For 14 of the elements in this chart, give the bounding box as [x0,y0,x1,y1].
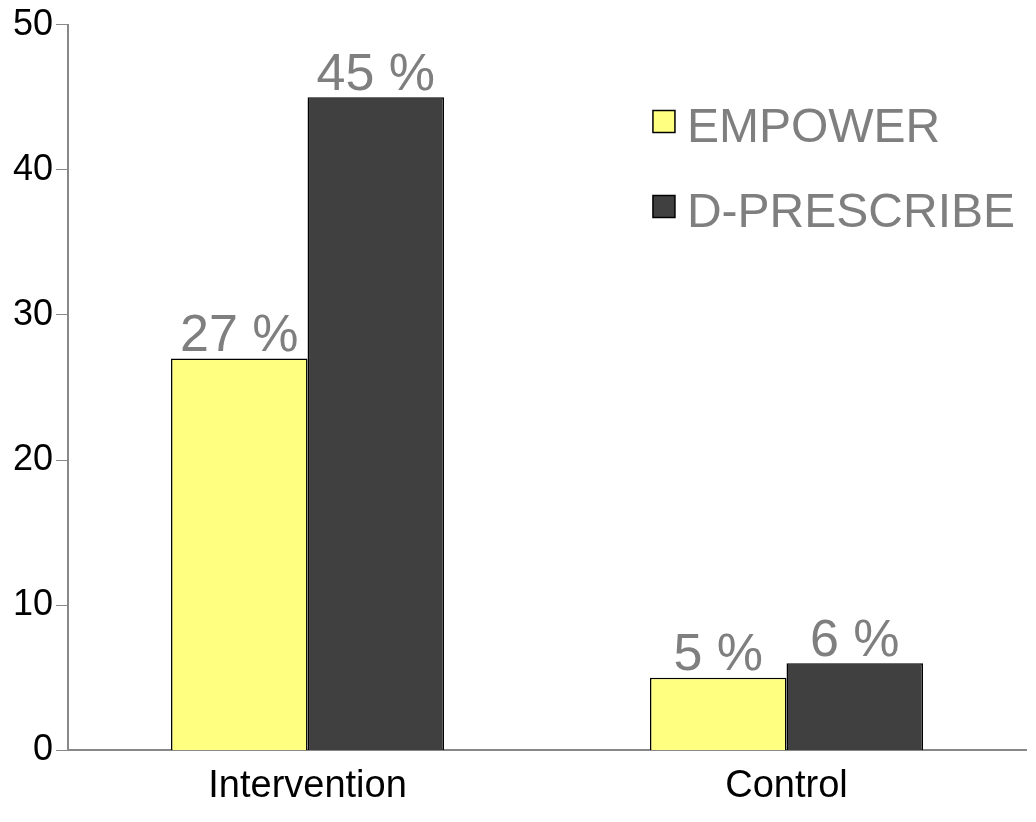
legend-label: D-PRESCRIBE [686,183,1016,237]
data-label: 45 % [316,42,436,101]
y-tick-label: 50 [13,1,54,43]
y-tick-label: 10 [13,582,54,624]
data-label: 5 % [673,623,764,682]
data-label: 6 % [809,608,900,667]
data-label: 27 % [180,303,299,362]
y-tick-label: 20 [13,437,54,478]
y-tick-label: 30 [13,291,54,333]
y-tick-label: 40 [13,146,54,188]
y-tick-label: 0 [33,727,54,769]
legend-label: EMPOWER [686,98,941,152]
x-tick-label: Intervention [208,762,407,805]
x-tick-label: Control [725,762,848,805]
